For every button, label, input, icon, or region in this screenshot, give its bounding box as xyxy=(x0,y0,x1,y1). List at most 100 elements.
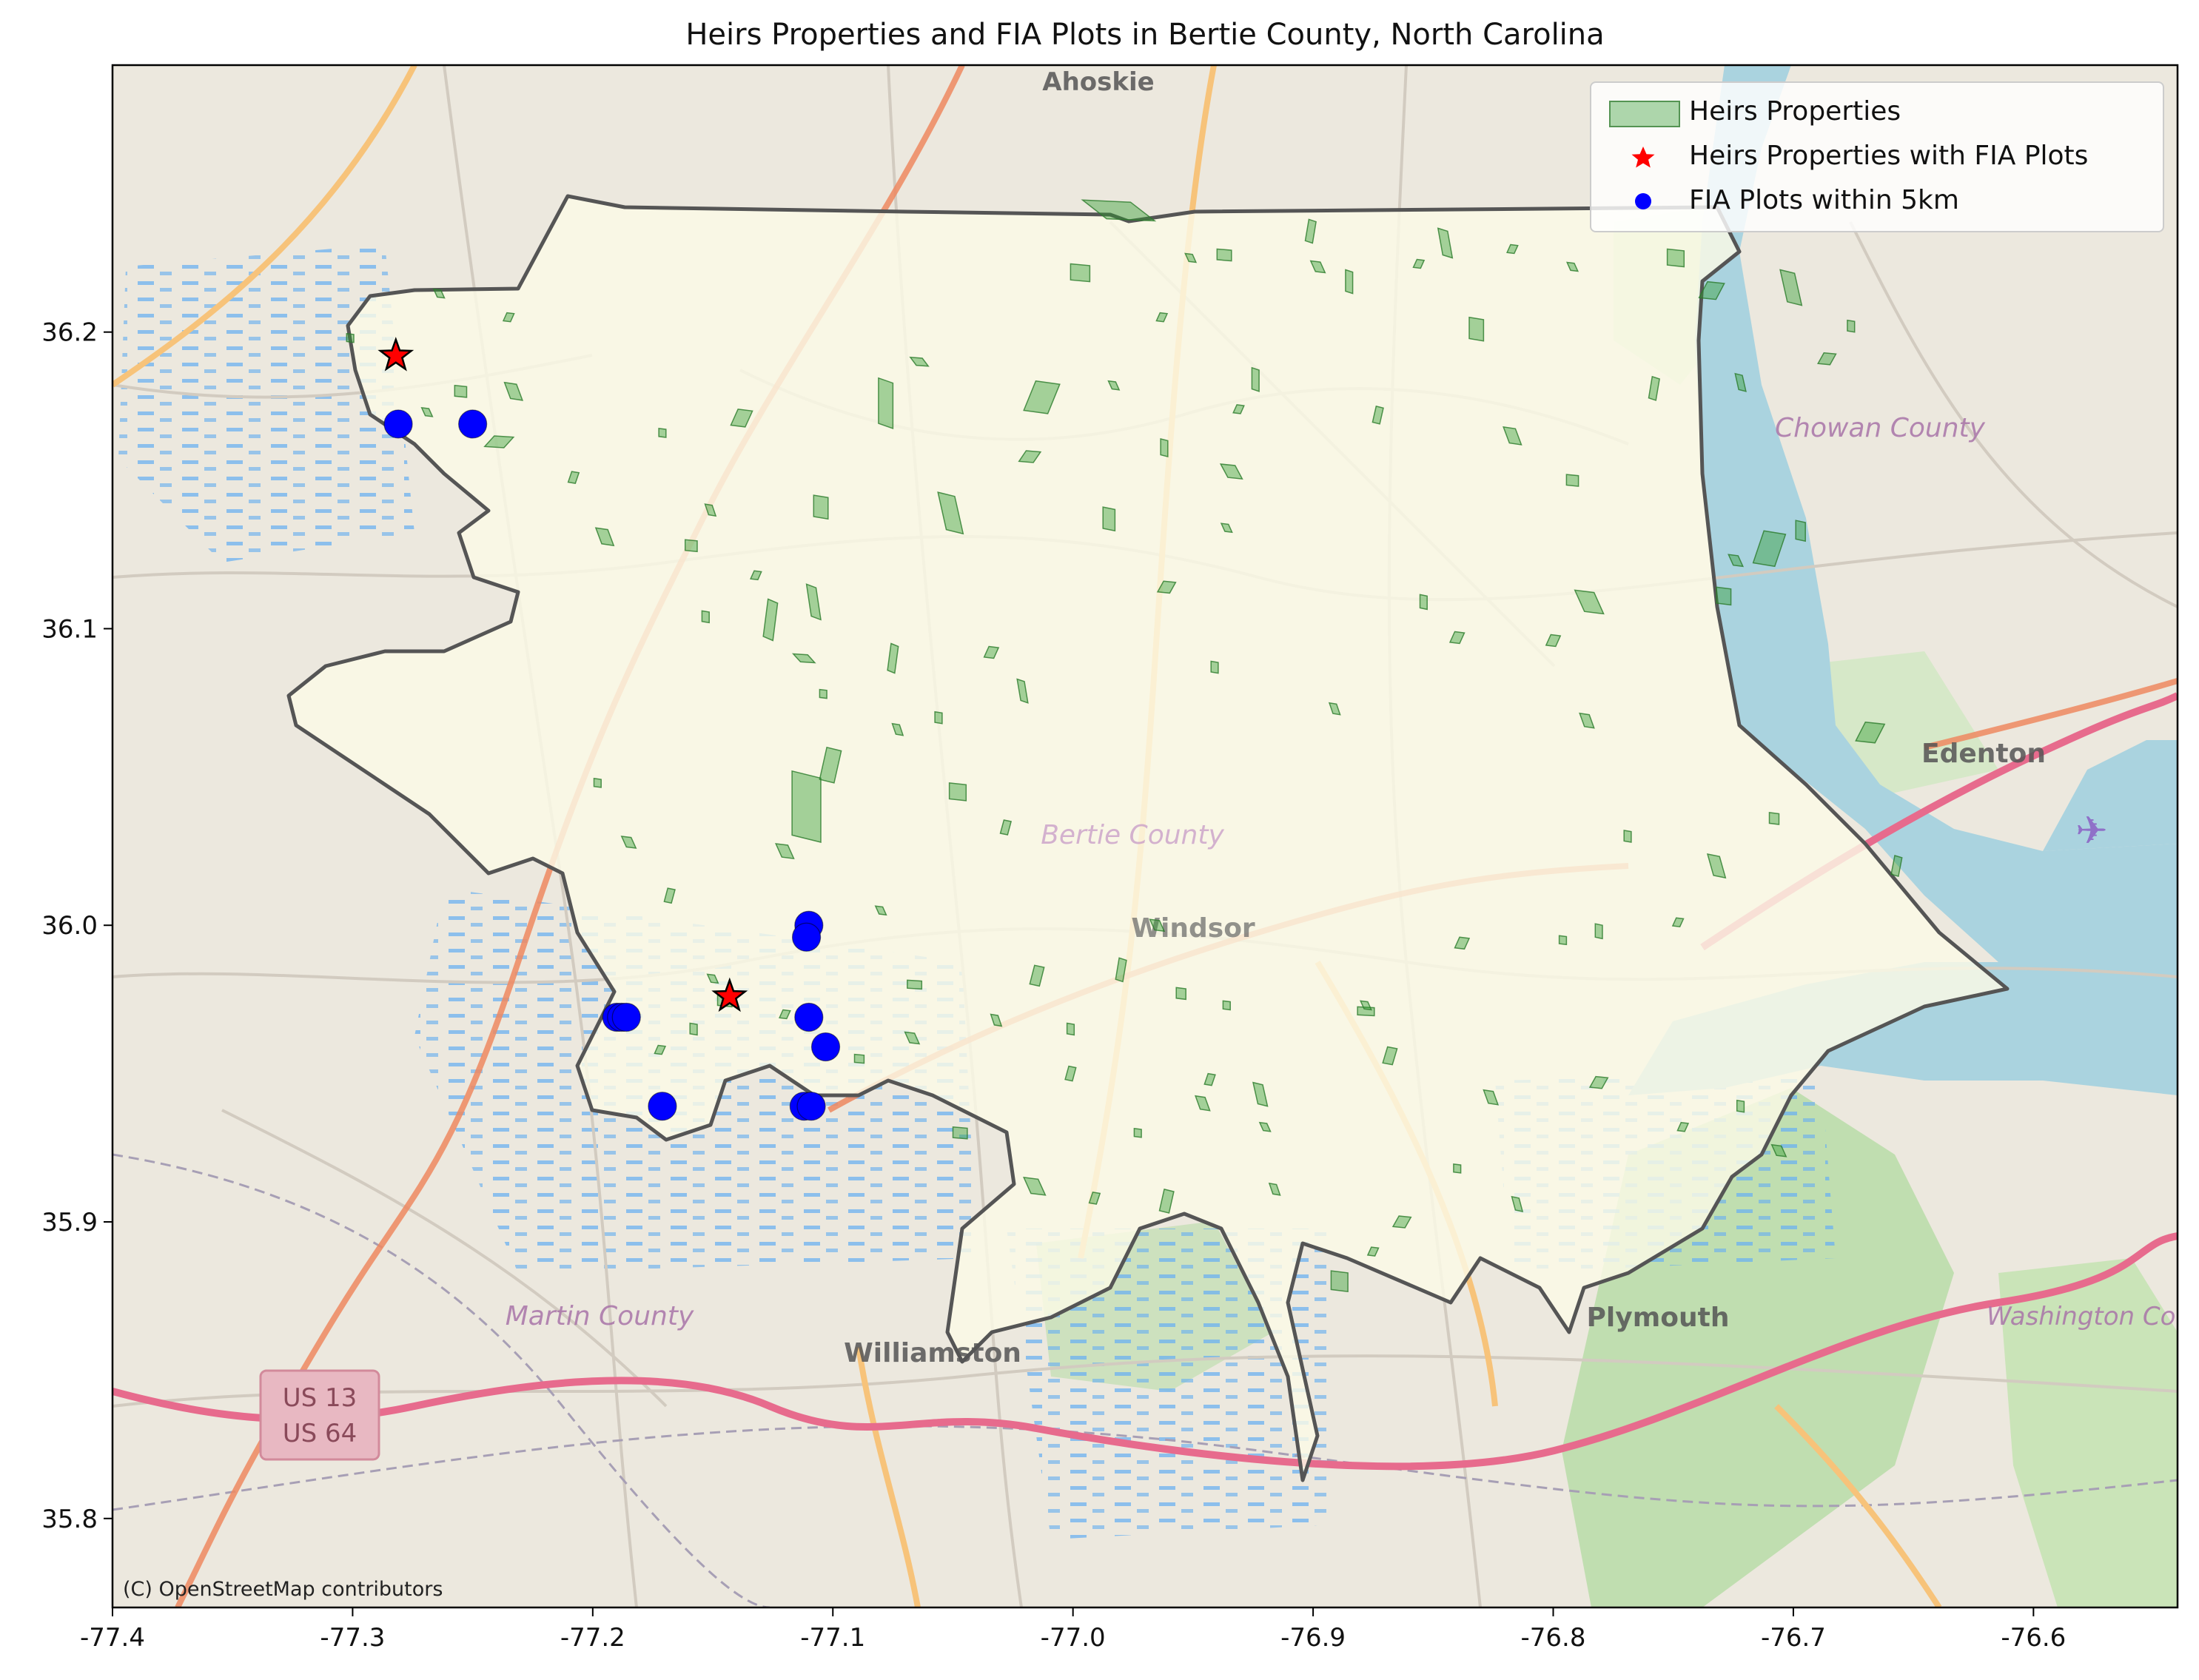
heirs-property-parcel xyxy=(791,653,816,664)
heirs-property-parcel xyxy=(1412,258,1426,269)
heirs-property-parcel xyxy=(1220,523,1233,534)
heirs-property-parcel xyxy=(1372,405,1384,425)
heirs-property-parcel xyxy=(1503,426,1522,446)
heirs-property-parcel xyxy=(1419,594,1428,611)
y-tick-label: 36.2 xyxy=(41,318,98,348)
place-label-williamston: Williamston xyxy=(844,1338,1021,1368)
legend: Heirs Properties Heirs Properties with F… xyxy=(1590,81,2164,232)
heirs-property-parcel xyxy=(1251,366,1260,392)
basemap: Ahoskie Chowan County Edenton Bertie Cou… xyxy=(113,65,2199,1607)
heirs-property-parcel xyxy=(779,1009,791,1020)
heirs-property-parcel xyxy=(1232,404,1245,414)
heirs-property-parcel xyxy=(1855,721,1886,744)
heirs-property-parcel xyxy=(874,905,887,916)
heirs-property-parcel xyxy=(1437,227,1454,259)
heirs-property-parcel xyxy=(594,527,615,547)
heirs-property-parcel xyxy=(907,979,923,990)
heirs-property-parcel xyxy=(1357,1006,1375,1017)
heirs-property-parcel xyxy=(1623,830,1632,843)
heirs-property-parcel xyxy=(934,710,943,725)
heirs-fia-star-marker xyxy=(377,337,414,372)
y-tick-label: 36.1 xyxy=(41,614,98,644)
heirs-properties-layer xyxy=(346,199,1903,1293)
water-body xyxy=(1628,65,2178,1095)
heirs-property-parcel xyxy=(503,381,524,401)
heirs-property-parcel xyxy=(813,494,829,520)
heirs-property-parcel xyxy=(730,409,753,428)
heirs-property-parcel xyxy=(1706,853,1727,879)
heirs-property-parcel xyxy=(1107,380,1121,391)
y-axis: 35.8 35.9 36.0 36.1 36.2 xyxy=(41,318,113,1534)
heirs-property-parcel xyxy=(1309,260,1326,274)
heirs-property-parcel xyxy=(1216,248,1232,262)
heirs-property-parcel xyxy=(791,770,822,843)
legend-label-heirs: Heirs Properties xyxy=(1689,96,1901,127)
heirs-property-parcel xyxy=(1768,812,1780,825)
legend-label-heirs-fia: Heirs Properties with FIA Plots xyxy=(1689,141,2089,171)
heirs-property-parcel xyxy=(1795,520,1806,542)
heirs-property-parcel xyxy=(483,435,515,448)
heirs-property-parcel xyxy=(1666,248,1685,268)
heirs-property-parcel xyxy=(1023,380,1061,414)
heirs-property-parcel xyxy=(1671,917,1685,928)
x-tick-label: -77.4 xyxy=(80,1623,145,1653)
fia-plot-marker xyxy=(648,1092,677,1121)
heirs-property-parcel xyxy=(502,312,515,323)
x-axis: -77.4 -77.3 -77.2 -77.1 -77.0 -76.9 -76.8 -76.7… xyxy=(80,1607,2066,1653)
heirs-property-parcel xyxy=(1770,1143,1787,1157)
heirs-property-parcel xyxy=(1210,660,1219,674)
place-label-washington: Washington County xyxy=(1987,1302,2199,1331)
heirs-property-parcel xyxy=(1890,855,1903,878)
heirs-property-parcel xyxy=(1081,199,1157,222)
heirs-property-parcel xyxy=(1734,372,1747,392)
heirs-property-parcel xyxy=(1066,1022,1075,1036)
legend-swatch-circle-icon xyxy=(1635,193,1651,209)
heirs-property-parcel xyxy=(1648,375,1660,401)
heirs-property-parcel xyxy=(1018,450,1042,463)
x-tick-label: -76.8 xyxy=(1521,1623,1586,1653)
heirs-property-parcel xyxy=(1156,580,1177,594)
heirs-property-parcel xyxy=(1203,1072,1216,1086)
heirs-property-parcel xyxy=(853,1053,865,1064)
heirs-property-parcel xyxy=(1594,923,1603,940)
heirs-property-parcel xyxy=(1698,280,1725,300)
legend-item-fia: FIA Plots within 5km xyxy=(1591,181,2163,225)
heirs-property-parcel xyxy=(948,782,967,802)
heirs-property-parcel xyxy=(1330,1270,1349,1293)
fia-plot-marker xyxy=(794,1002,824,1032)
x-tick-label: -77.2 xyxy=(560,1623,625,1653)
heirs-property-parcel xyxy=(1816,352,1837,366)
heirs-property-parcel xyxy=(1574,589,1605,615)
airport-icon: ✈ xyxy=(2075,809,2108,853)
x-tick-label: -77.1 xyxy=(800,1623,865,1653)
fia-plot-marker xyxy=(611,1002,641,1032)
heirs-property-parcel xyxy=(1304,218,1317,244)
heirs-property-parcel xyxy=(704,503,717,517)
heirs-property-parcel xyxy=(1588,1075,1609,1089)
heirs-property-parcel xyxy=(1102,506,1116,532)
heirs-property-parcel xyxy=(1453,1163,1462,1174)
heirs-property-parcel xyxy=(937,491,964,535)
heirs-property-parcel xyxy=(1565,474,1579,487)
heirs-property-parcel xyxy=(593,777,602,788)
county-boundary xyxy=(286,194,2010,1482)
heirs-property-parcel xyxy=(990,1013,1003,1027)
heirs-property-parcel xyxy=(1252,1081,1269,1107)
heirs-property-parcel xyxy=(999,819,1013,836)
axes-frame xyxy=(111,64,2179,1609)
heirs-property-parcel xyxy=(878,377,894,429)
route-shield-us64: US 64 xyxy=(283,1419,357,1448)
heirs-property-parcel xyxy=(706,973,719,984)
heirs-property-parcel xyxy=(1029,964,1045,987)
heirs-property-parcel xyxy=(701,610,710,624)
y-tick-label: 35.9 xyxy=(41,1208,98,1237)
heirs-property-parcel xyxy=(1222,1000,1231,1011)
legend-label-fia: FIA Plots within 5km xyxy=(1689,185,1959,215)
heirs-property-parcel xyxy=(1149,918,1166,933)
place-label-ahoskie: Ahoskie xyxy=(1042,67,1154,97)
heirs-property-parcel xyxy=(1847,319,1856,333)
map-attribution: (C) OpenStreetMap contributors xyxy=(123,1578,443,1601)
map-title: Heirs Properties and FIA Plots in Bertie… xyxy=(685,18,1605,52)
